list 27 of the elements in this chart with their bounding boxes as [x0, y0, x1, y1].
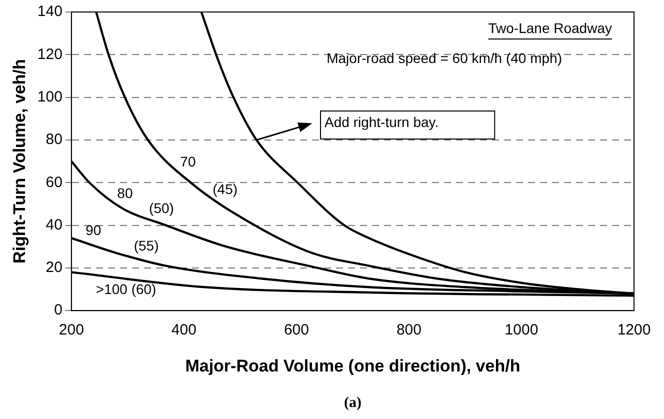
x-tick-label: 200 — [58, 322, 84, 339]
annotation: 70 — [180, 154, 196, 170]
y-tick-label: 60 — [46, 174, 62, 191]
x-tick-label: 1200 — [617, 322, 651, 339]
annotation: Major-road speed = 60 km/h (40 mph) — [326, 50, 562, 66]
y-tick-label: 20 — [46, 259, 62, 276]
annotation: >100 (60) — [96, 280, 156, 297]
y-tick-label: 80 — [46, 131, 62, 148]
y-axis-title: Right-Turn Volume, veh/h — [10, 59, 29, 264]
x-tick-label: 600 — [284, 322, 309, 339]
y-tick-label: 140 — [37, 3, 62, 20]
x-tick-label: 800 — [396, 322, 422, 339]
annotation: (55) — [134, 237, 159, 254]
y-tick-label: 0 — [54, 302, 62, 319]
y-tick-label: 120 — [37, 46, 62, 63]
y-tick-label: 100 — [37, 88, 62, 106]
annotation: Two-Lane Roadway — [488, 20, 612, 36]
annotation: (50) — [149, 200, 174, 216]
annotation: (45) — [212, 180, 238, 197]
x-tick-label: 400 — [171, 322, 196, 339]
annotation: 90 — [86, 222, 102, 238]
x-tick-label: 1000 — [504, 322, 538, 339]
annotation: 80 — [117, 185, 133, 202]
text: (a) — [344, 394, 362, 411]
annotation: Add right-turn bay. — [324, 114, 439, 130]
y-tick-label: 40 — [46, 216, 62, 234]
x-axis-title: Major-Road Volume (one direction), veh/h — [185, 356, 520, 376]
